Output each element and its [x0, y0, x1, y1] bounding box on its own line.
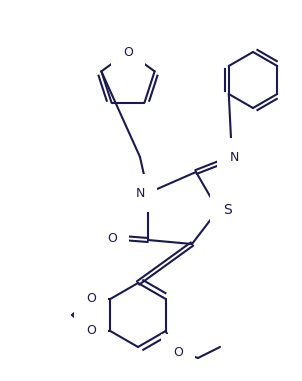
- Text: O: O: [173, 346, 183, 360]
- Text: N: N: [229, 150, 239, 163]
- Text: O: O: [107, 232, 117, 245]
- Text: S: S: [223, 203, 232, 217]
- Text: O: O: [86, 293, 96, 306]
- Text: N: N: [135, 187, 145, 200]
- Text: O: O: [123, 45, 133, 59]
- Text: O: O: [86, 325, 96, 338]
